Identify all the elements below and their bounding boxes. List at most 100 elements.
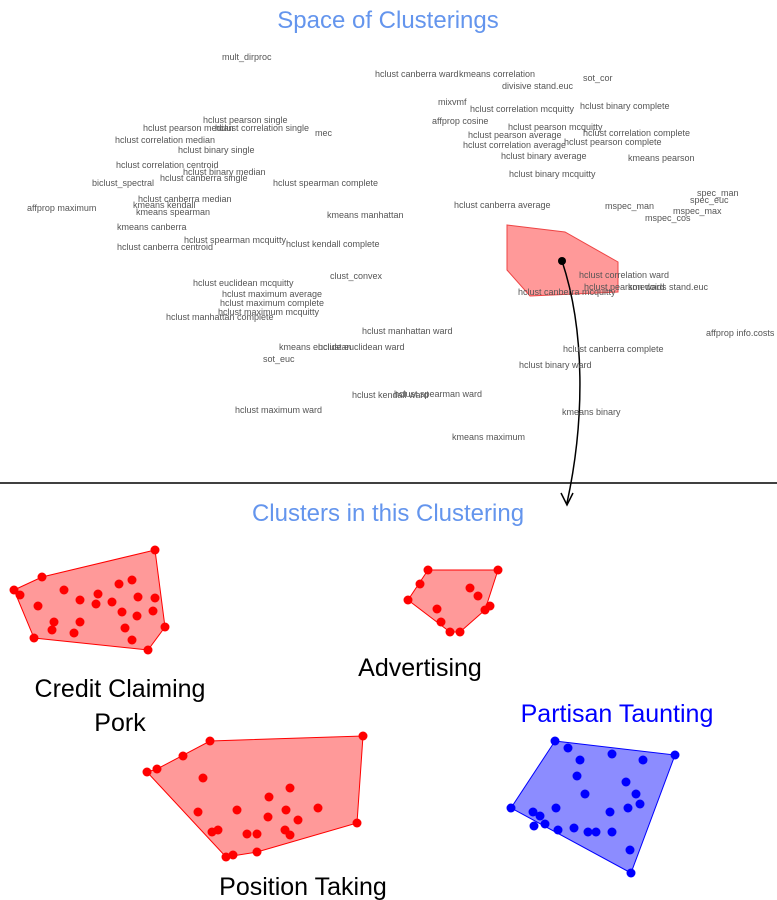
method-label: hclust correlation mcquitty (470, 104, 575, 114)
cluster-point (47, 625, 57, 635)
cluster-point (15, 590, 25, 600)
method-label: spec_man (697, 188, 739, 198)
cluster-point (93, 589, 103, 599)
cluster-point (142, 767, 152, 777)
cluster-point (148, 606, 158, 616)
cluster-point (114, 579, 124, 589)
cluster-point (485, 601, 495, 611)
cluster-point (221, 852, 231, 862)
method-label: hclust correlation median (115, 135, 215, 145)
cluster-label: Advertising (358, 654, 482, 682)
cluster-point (455, 627, 465, 637)
selected-point (558, 257, 566, 265)
cluster-point (607, 827, 617, 837)
cluster-hull (407, 569, 499, 633)
cluster-point (580, 789, 590, 799)
cluster-point (638, 755, 648, 765)
method-label: hclust maximum mcquitty (218, 307, 320, 317)
method-label: hclust canberra average (454, 200, 551, 210)
method-label: hclust euclidean ward (318, 342, 405, 352)
method-label: hclust binary ward (519, 360, 592, 370)
method-label: affprop cosine (432, 116, 488, 126)
cluster-point (550, 736, 560, 746)
cluster-point (91, 599, 101, 609)
cluster-point (120, 623, 130, 633)
method-label: hclust maximum average (222, 289, 322, 299)
cluster-point (143, 645, 153, 655)
method-label: hclust pearson complete (564, 137, 662, 147)
method-label: mixvmf (438, 97, 467, 107)
cluster-point (232, 805, 242, 815)
method-label: hclust canberra mcquitty (518, 287, 616, 297)
method-label: kmeans pearson (628, 153, 695, 163)
method-label: kmeans euclidean (279, 342, 352, 352)
cluster-point (540, 819, 550, 829)
cluster-label: Credit Claiming (35, 675, 206, 703)
method-label: kmeans spearman (136, 207, 210, 217)
cluster-point (132, 611, 142, 621)
cluster-point (563, 743, 573, 753)
cluster-point (178, 751, 188, 761)
cluster-label: Partisan Taunting (521, 700, 714, 728)
cluster-point (575, 755, 585, 765)
method-label: kmeans canberra (117, 222, 187, 232)
cluster-point (465, 583, 475, 593)
cluster-point (59, 585, 69, 595)
cluster-point (551, 803, 561, 813)
cluster-point (127, 575, 137, 585)
cluster-point (107, 597, 117, 607)
method-label: kmeans kendall (133, 200, 196, 210)
cluster-point (117, 607, 127, 617)
cluster-point (572, 771, 582, 781)
cluster-point (75, 595, 85, 605)
cluster-point (75, 617, 85, 627)
cluster-point (607, 749, 617, 759)
cluster-point (49, 617, 59, 627)
cluster-point (445, 627, 455, 637)
cluster-point (133, 592, 143, 602)
method-label: sot_cor (583, 73, 613, 83)
cluster-point (506, 803, 516, 813)
method-label: hclust pearson ward (584, 282, 665, 292)
cluster-point (242, 829, 252, 839)
method-label: hclust pearson median (143, 123, 234, 133)
cluster-point (205, 736, 215, 746)
method-label: hclust maximum complete (220, 298, 324, 308)
cluster-point (605, 807, 615, 817)
cluster-point (415, 579, 425, 589)
cluster-point (160, 622, 170, 632)
cluster-point (293, 815, 303, 825)
cluster-label: Pork (94, 709, 146, 737)
cluster-point (281, 805, 291, 815)
cluster-point (263, 812, 273, 822)
cluster-point (264, 792, 274, 802)
cluster-point (69, 628, 79, 638)
cluster-point (33, 601, 43, 611)
method-label: hclust kendall complete (286, 239, 380, 249)
method-label: hclust euclidean mcquitty (193, 278, 294, 288)
cluster-point (198, 773, 208, 783)
method-label: hclust spearman complete (273, 178, 378, 188)
method-label: hclust binary single (178, 145, 255, 155)
method-label: kmeans maximum (452, 432, 525, 442)
method-label: biclust_spectral (92, 178, 154, 188)
cluster-point (280, 825, 290, 835)
method-label: kmedoids stand.euc (628, 282, 709, 292)
method-label: hclust canberra median (138, 194, 232, 204)
method-label: hclust pearson average (468, 130, 562, 140)
method-label: sot_euc (263, 354, 295, 364)
method-label: affprop maximum (27, 203, 96, 213)
cluster-point (37, 572, 47, 582)
cluster-point (635, 799, 645, 809)
cluster-point (213, 825, 223, 835)
cluster-point (150, 593, 160, 603)
method-label: clust_convex (330, 271, 383, 281)
title: Space of Clusterings (277, 7, 498, 34)
method-label: hclust binary mcquitty (509, 169, 596, 179)
cluster-point (621, 777, 631, 787)
method-label: mec (315, 128, 333, 138)
method-label: hclust correlation average (463, 140, 566, 150)
method-label: hclust binary complete (580, 101, 670, 111)
method-label: hclust correlation centroid (116, 160, 219, 170)
subtitle: Clusters in this Clustering (252, 500, 524, 527)
